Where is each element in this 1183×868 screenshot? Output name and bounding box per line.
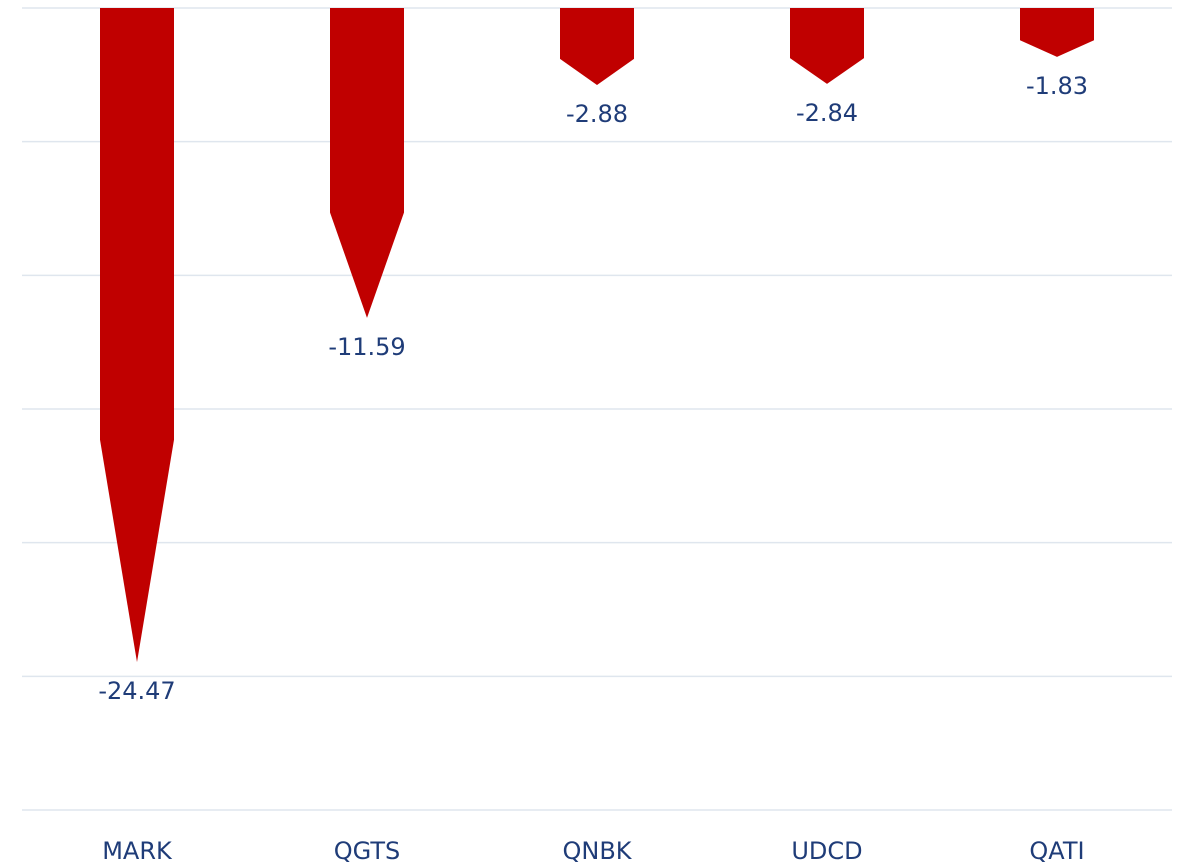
bar	[100, 8, 174, 663]
value-label: -24.47	[98, 677, 175, 705]
value-label: -11.59	[328, 333, 405, 361]
x-tick-label: QGTS	[334, 837, 401, 865]
x-tick-label: MARK	[102, 837, 173, 865]
value-label: -1.83	[1026, 72, 1088, 100]
value-label: -2.84	[796, 99, 858, 127]
x-tick-label: UDCD	[791, 837, 862, 865]
bar	[790, 8, 864, 84]
bar	[330, 8, 404, 318]
value-label: -2.88	[566, 100, 628, 128]
bar	[1020, 8, 1094, 57]
x-tick-label: QNBK	[562, 837, 632, 865]
x-tick-label: QATI	[1029, 837, 1084, 865]
bar	[560, 8, 634, 85]
